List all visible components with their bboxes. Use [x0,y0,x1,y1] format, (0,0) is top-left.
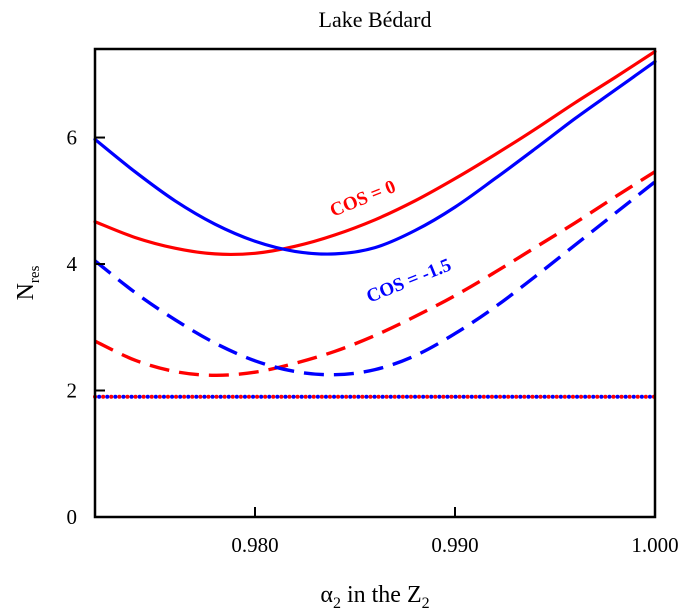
x-tick-label: 0.990 [431,533,478,557]
x-axis-label-mid: in the Z [341,582,422,608]
x-axis-label-sub: 2 [333,595,341,612]
y-tick-label: 4 [67,252,78,276]
series-annotation: COS = -1.5 [364,255,455,308]
y-axis-label: Nres [13,265,43,300]
y-tick-label: 0 [67,505,78,529]
ticks-layer: 0.980 0.990 1.000 0 2 4 6 [67,126,679,557]
y-tick-label: 6 [67,126,78,150]
x-axis-label-symbol: α [320,582,333,608]
series-layer [93,49,657,399]
x-tick-label: 1.000 [631,533,678,557]
y-axis-label-sub: res [27,265,43,283]
series-line-solid-1 [93,60,657,256]
x-axis-label-sub2: 2 [422,595,430,612]
x-tick-label: 0.980 [231,533,278,557]
series-line-solid-0 [93,49,657,257]
y-axis-label-main: N [13,283,39,300]
series-line-dashed-3 [93,180,657,377]
y-tick-label: 2 [67,379,78,403]
plot-frame [93,47,657,519]
chart-title: Lake Bédard [319,7,432,32]
x-axis-label: α2 in the Z2 [320,582,429,612]
series-line-dashed-2 [94,170,656,378]
